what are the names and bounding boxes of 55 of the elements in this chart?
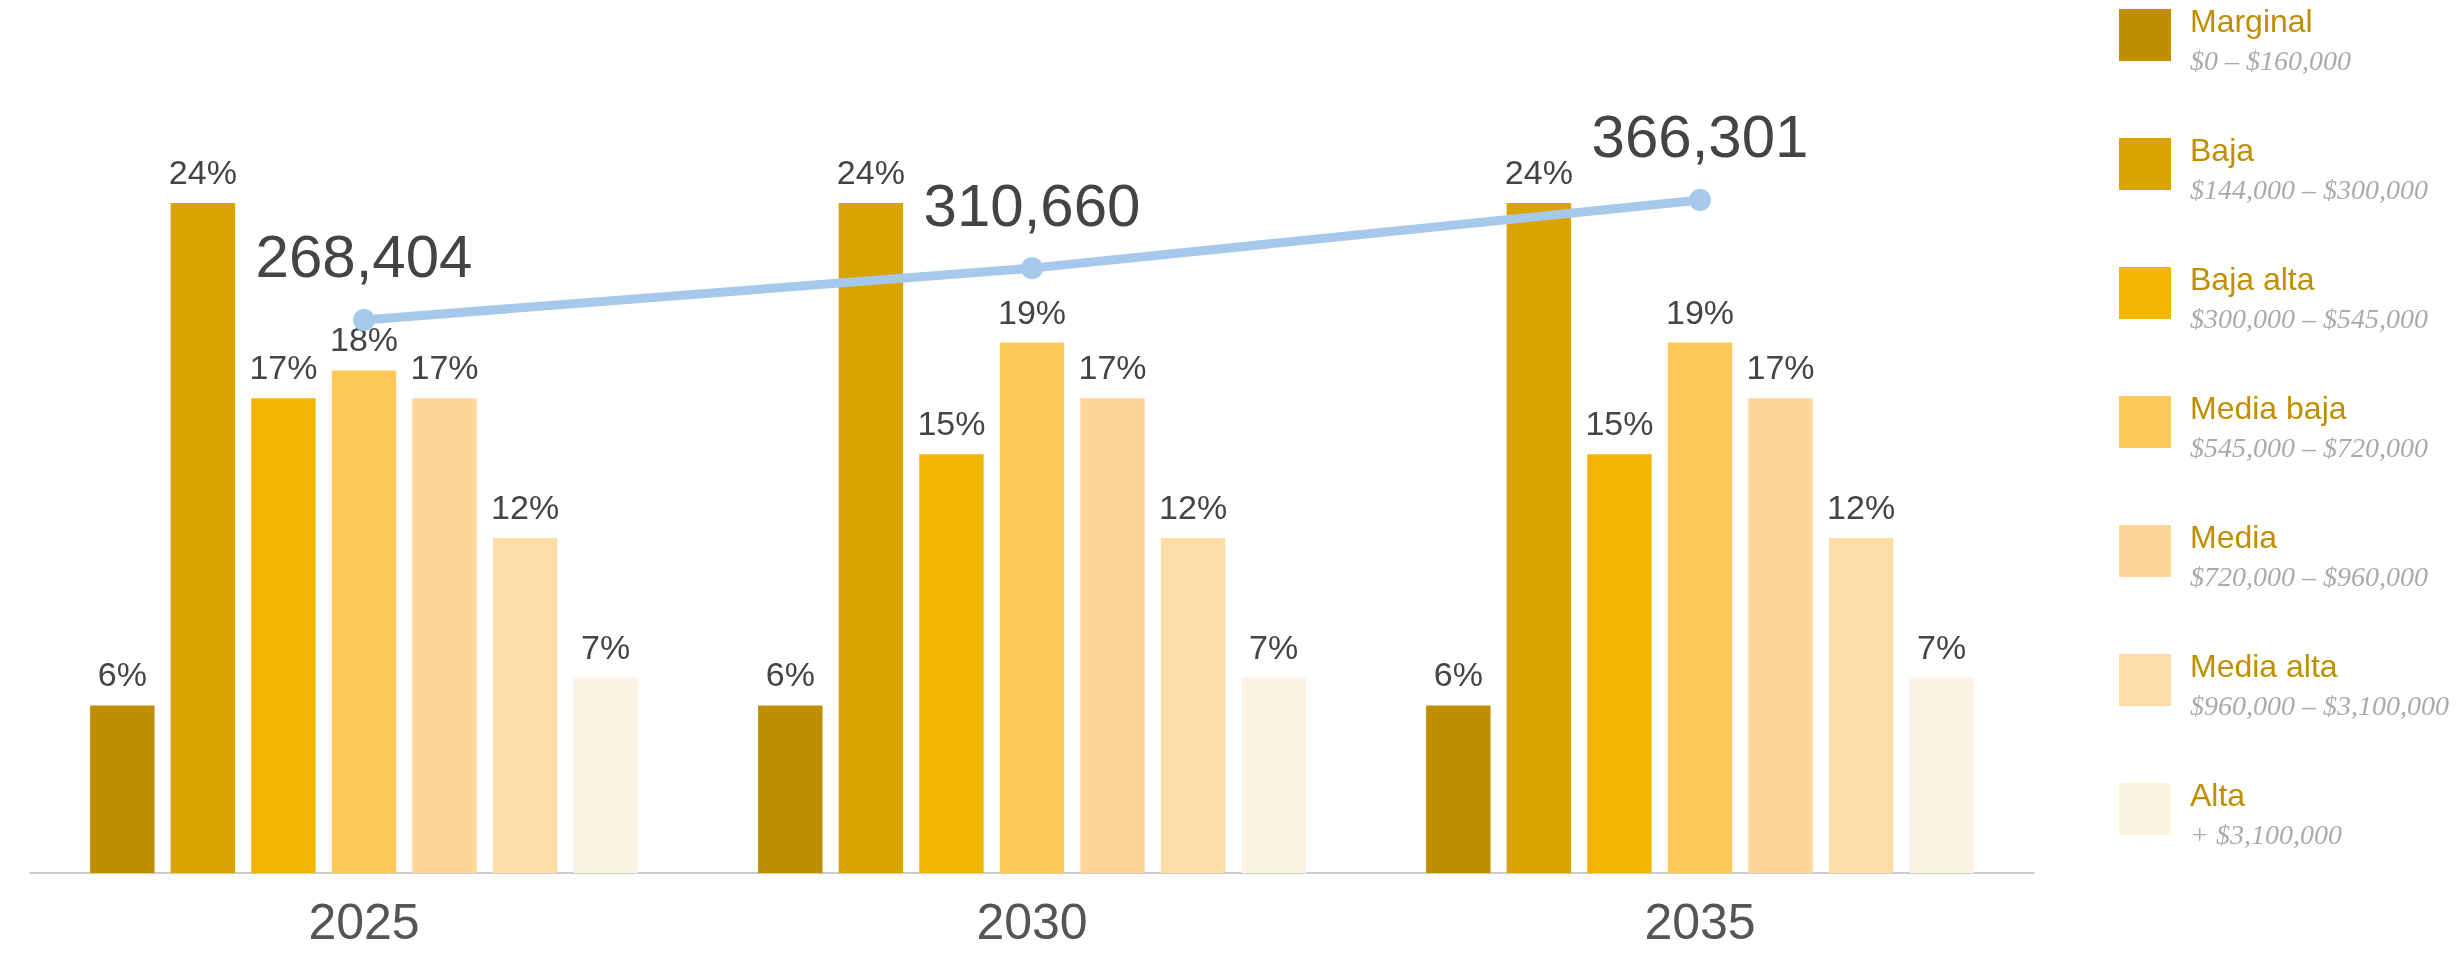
- bar: [331, 370, 397, 873]
- bar: [1828, 537, 1894, 873]
- bar: [758, 705, 823, 873]
- data-label: 19%: [1665, 292, 1735, 331]
- legend-label: Marginal $0 – $160,000: [2190, 3, 2351, 76]
- data-label: 17%: [1078, 348, 1147, 387]
- bar: [838, 202, 904, 873]
- bar: [1426, 705, 1491, 873]
- data-label: 6%: [765, 655, 815, 694]
- bar: [1667, 342, 1733, 873]
- bar: [251, 398, 316, 873]
- bar: [412, 398, 477, 873]
- legend-label: Baja alta $300,000 – $545,000: [2190, 261, 2428, 334]
- legend-label: Media baja $545,000 – $720,000: [2190, 390, 2428, 463]
- x-tick-label: 2030: [976, 894, 1088, 950]
- legend-label: Alta + $3,100,000: [2190, 777, 2342, 850]
- data-label: 17%: [410, 348, 479, 387]
- data-label: 6%: [1433, 655, 1483, 694]
- legend-label: Media alta $960,000 – $3,100,000: [2190, 648, 2449, 721]
- bar: [1506, 202, 1572, 873]
- data-label: 310,660: [923, 171, 1141, 239]
- legend-label: Media $720,000 – $960,000: [2190, 519, 2428, 592]
- data-label: 7%: [581, 627, 631, 666]
- bar: [1587, 454, 1652, 873]
- data-label: 15%: [1585, 404, 1654, 443]
- bar: [90, 705, 155, 873]
- data-label: 6%: [97, 655, 147, 694]
- bar: [573, 677, 638, 873]
- legend-label: Baja $144,000 – $300,000: [2190, 132, 2428, 205]
- data-label: 12%: [1159, 487, 1228, 526]
- bar: [170, 202, 236, 873]
- bar: [1909, 677, 1974, 873]
- bar: [1160, 537, 1226, 873]
- data-label: 24%: [168, 152, 237, 191]
- data-label: 18%: [329, 320, 399, 359]
- data-label: 268,404: [255, 223, 473, 291]
- bar: [1080, 398, 1145, 873]
- data-label: 24%: [836, 152, 905, 191]
- data-label: 15%: [917, 404, 986, 443]
- data-label: 17%: [249, 348, 318, 387]
- data-label: 12%: [491, 487, 560, 526]
- bar: [999, 342, 1065, 873]
- bar: [492, 537, 558, 873]
- bar: [1748, 398, 1813, 873]
- data-label: 7%: [1249, 627, 1299, 666]
- data-label: 366,301: [1591, 103, 1809, 171]
- x-tick-label: 2035: [1644, 894, 1756, 950]
- data-label: 17%: [1746, 348, 1815, 387]
- data-label: 24%: [1504, 152, 1573, 191]
- data-label: 19%: [997, 292, 1067, 331]
- data-label: 7%: [1917, 627, 1967, 666]
- bar: [919, 454, 984, 873]
- x-tick-label: 2025: [308, 894, 420, 950]
- data-label: 12%: [1827, 487, 1896, 526]
- bar: [1241, 677, 1306, 873]
